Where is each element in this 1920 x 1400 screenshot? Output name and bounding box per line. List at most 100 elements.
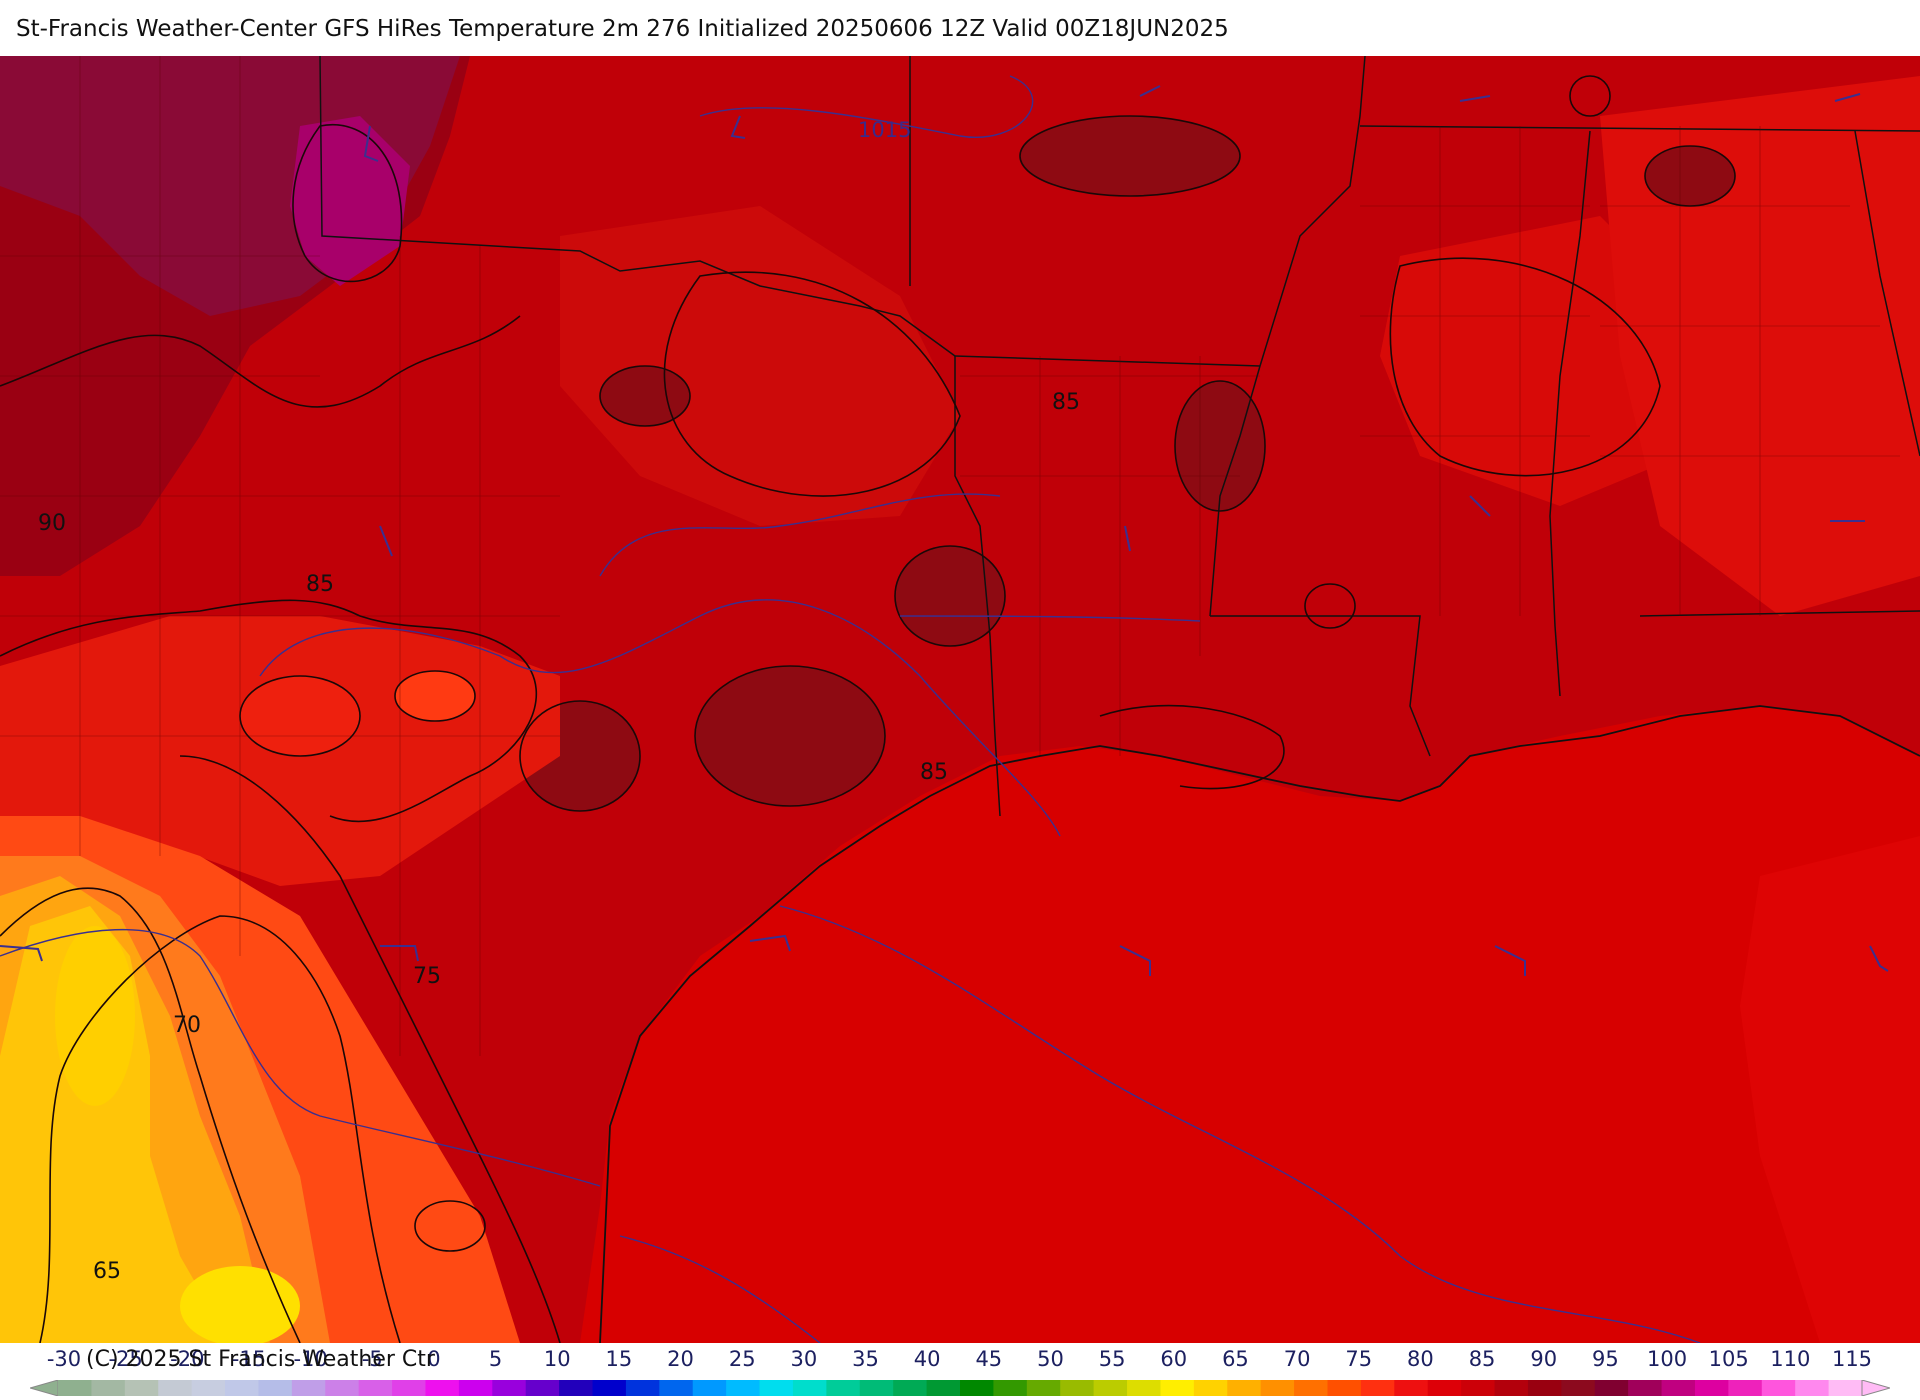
colorbar-segment xyxy=(91,1380,126,1396)
colorbar-segment xyxy=(1093,1380,1128,1396)
dark-pocket-5 xyxy=(1020,116,1240,196)
colorbar-segment xyxy=(1728,1380,1763,1396)
legend-label: 110 xyxy=(1770,1347,1811,1371)
colorbar-segment xyxy=(893,1380,928,1396)
dark-pocket-7 xyxy=(600,366,690,426)
colorbar-segment xyxy=(1193,1380,1228,1396)
legend-label: 80 xyxy=(1407,1347,1434,1371)
colorbar-segment xyxy=(1360,1380,1395,1396)
colorbar-segment xyxy=(759,1380,794,1396)
legend-label: 15 xyxy=(605,1347,633,1371)
hot-zone-100 xyxy=(290,116,410,286)
legend-label: 0 xyxy=(427,1347,441,1371)
legend-label: -20 xyxy=(170,1347,205,1371)
contour-label-90: 90 xyxy=(38,511,66,536)
legend-label: 85 xyxy=(1468,1347,1496,1371)
colorbar-segment xyxy=(993,1380,1028,1396)
legend-label: -25 xyxy=(108,1347,143,1371)
colorbar-segment xyxy=(960,1380,994,1396)
dark-pocket-3 xyxy=(895,546,1005,646)
colorbar-segment xyxy=(1260,1380,1295,1396)
legend-label: 20 xyxy=(667,1347,694,1371)
colorbar-segment xyxy=(1160,1380,1195,1396)
colorbar-segment xyxy=(1427,1380,1462,1396)
colorbar-segment xyxy=(1761,1380,1796,1396)
colorbar-segment xyxy=(726,1380,761,1396)
legend-label: 50 xyxy=(1037,1347,1064,1371)
colorbar-segment xyxy=(1561,1380,1596,1396)
colorbar-segment xyxy=(1127,1380,1161,1396)
legend-label: 115 xyxy=(1831,1347,1873,1371)
legend-label: -30 xyxy=(46,1347,82,1371)
gulf-east-lighter xyxy=(1740,836,1920,1343)
colorbar-segment xyxy=(225,1380,259,1396)
colorbar-segment xyxy=(826,1380,861,1396)
temperature-map[interactable]: 90 85 85 85 75 70 65 1015 xyxy=(0,56,1920,1343)
legend-label: 70 xyxy=(1283,1347,1311,1371)
colorbar-segment xyxy=(158,1380,193,1396)
colorbar-segment xyxy=(659,1380,694,1396)
colorbar-segment xyxy=(58,1380,92,1396)
legend-label: -10 xyxy=(293,1347,328,1371)
legend-label: 55 xyxy=(1098,1347,1126,1371)
state-borders xyxy=(319,56,1920,817)
contour-label-75: 75 xyxy=(413,964,441,989)
contour-label-85-west: 85 xyxy=(306,572,334,597)
colorbar-segment xyxy=(559,1380,594,1396)
colorbar-segment xyxy=(191,1380,226,1396)
temperature-contours xyxy=(0,75,1736,1343)
dark-pocket-1 xyxy=(695,666,885,806)
legend-label: 65 xyxy=(1222,1347,1249,1371)
legend-label: -5 xyxy=(361,1347,383,1371)
colorbar-arrow-left xyxy=(30,1380,59,1396)
contour-label-85-north: 85 xyxy=(1052,390,1080,415)
colorbar-segment xyxy=(525,1380,560,1396)
contour-label-70: 70 xyxy=(173,1013,201,1038)
colorbar-segment xyxy=(1795,1380,1830,1396)
contour-label-85-coast: 85 xyxy=(920,760,948,785)
dark-pocket-4 xyxy=(1175,381,1265,511)
warm-patch-central xyxy=(560,206,960,526)
colorbar-segment xyxy=(1594,1380,1629,1396)
colorbar-segment xyxy=(859,1380,894,1396)
colorbar-segment xyxy=(458,1380,493,1396)
legend-label: 75 xyxy=(1345,1347,1373,1371)
colorbar-segment xyxy=(124,1380,159,1396)
county-lines xyxy=(0,56,1900,1056)
colorbar-segment xyxy=(1494,1380,1529,1396)
colorbar-segment xyxy=(926,1380,961,1396)
legend-label: 105 xyxy=(1708,1347,1749,1371)
colorbar-segment xyxy=(1828,1380,1863,1396)
isobars xyxy=(0,75,1701,1343)
colorbar-segment xyxy=(625,1380,660,1396)
colorbar-segment xyxy=(1394,1380,1429,1396)
colorbar-segment xyxy=(492,1380,527,1396)
title-bar: St-Francis Weather-Center GFS HiRes Temp… xyxy=(0,0,1920,56)
legend-label: 45 xyxy=(975,1347,1003,1371)
cool-spot-yellow xyxy=(180,1266,300,1343)
copyright-text: (C) 2025 St Francis Weather Ctr xyxy=(86,1347,435,1372)
hot-spot-texas xyxy=(395,671,475,721)
colorbar-segment xyxy=(1694,1380,1729,1396)
legend-label: 10 xyxy=(543,1347,571,1371)
legend-labels: -30 -25 -20 -15 -10 -5 0 5 10 15 20 25 30 35 40 45 50 55 6… xyxy=(0,1343,1920,1373)
legend-label: 100 xyxy=(1646,1347,1688,1371)
isobar-label-1015: 1015 xyxy=(858,118,911,142)
colorbar-segment xyxy=(592,1380,627,1396)
colorbar-segment xyxy=(325,1380,360,1396)
map-canvas: 90 85 85 85 75 70 65 1015 xyxy=(0,56,1920,1343)
legend-label: 60 xyxy=(1160,1347,1188,1371)
colorbar-segment xyxy=(792,1380,827,1396)
colorbar-segment xyxy=(1327,1380,1362,1396)
colorbar-segment xyxy=(425,1380,460,1396)
colorbar-segment xyxy=(692,1380,727,1396)
colorbar xyxy=(30,1380,1890,1396)
color-legend: -30 -25 -20 -15 -10 -5 0 5 10 15 20 25 30 35 40 45 50 55 6… xyxy=(0,1343,1920,1400)
legend-label: 35 xyxy=(852,1347,879,1371)
colorbar-segment xyxy=(1294,1380,1328,1396)
legend-label: 40 xyxy=(913,1347,941,1371)
gulf-of-mexico xyxy=(580,706,1920,1343)
colorbar-segment xyxy=(1628,1380,1663,1396)
colorbar-segment xyxy=(1461,1380,1496,1396)
colorbar-segment xyxy=(1527,1380,1562,1396)
